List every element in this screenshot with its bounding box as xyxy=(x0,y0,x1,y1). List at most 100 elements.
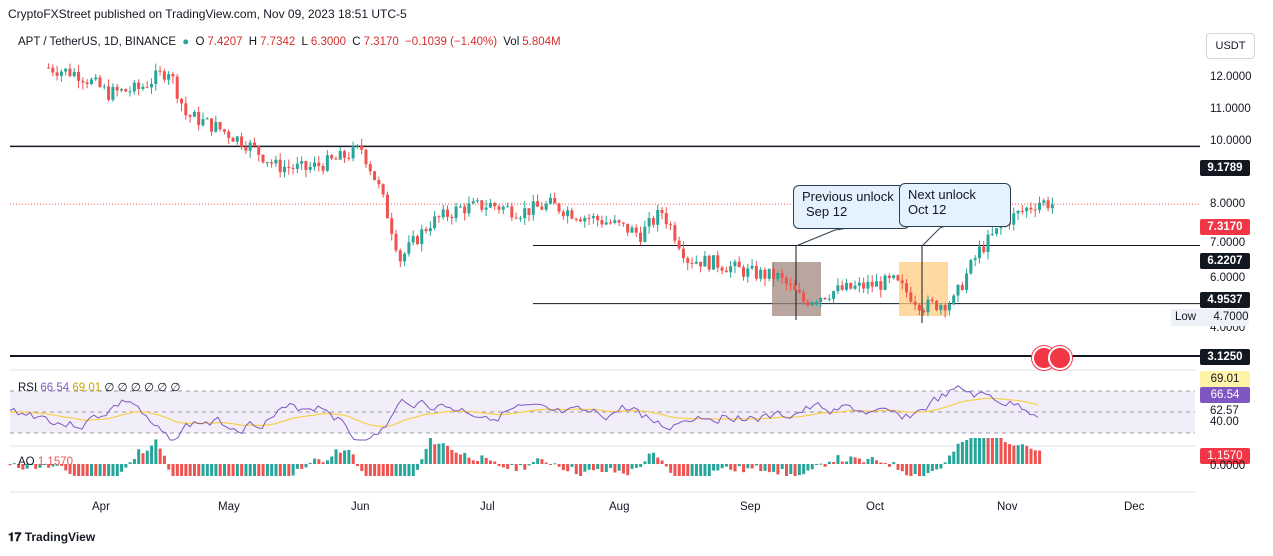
candle-body xyxy=(1050,204,1054,209)
ao-bar xyxy=(776,464,780,475)
candle-body xyxy=(145,86,149,88)
ao-bar xyxy=(128,462,132,464)
ao-bar xyxy=(707,464,711,476)
ao-bar xyxy=(699,464,703,476)
candle-body xyxy=(484,207,488,210)
ao-bar xyxy=(587,464,591,470)
candle-body xyxy=(343,151,347,158)
candle-body xyxy=(218,122,222,130)
ao-bar xyxy=(265,464,269,476)
ao-tick: 0.0000 xyxy=(1210,460,1246,472)
ao-bar xyxy=(424,448,428,464)
ao-bar xyxy=(59,464,63,466)
candle-body xyxy=(784,277,788,284)
ao-bar xyxy=(832,462,836,464)
candle-body xyxy=(321,165,325,171)
ao-bar xyxy=(561,464,565,471)
candle-body xyxy=(162,71,166,80)
ao-bar xyxy=(201,464,205,476)
rsi-value: 66.54 xyxy=(40,382,70,394)
ao-bar xyxy=(184,464,188,476)
price-tick: 7.0000 xyxy=(1210,237,1246,249)
ao-bar xyxy=(930,464,934,471)
ao-bar xyxy=(737,464,741,467)
ao-bar xyxy=(158,448,162,464)
low-marker: Low 4.7000 xyxy=(1171,309,1249,326)
ao-bar xyxy=(999,438,1003,464)
ao-bar xyxy=(360,464,364,472)
ao-bar xyxy=(205,464,209,476)
ao-bar xyxy=(986,438,990,464)
ao-bar xyxy=(1029,448,1033,464)
ao-bar xyxy=(137,449,141,464)
ao-bar xyxy=(570,464,574,467)
us-flag-icon[interactable] xyxy=(1048,346,1072,370)
ao-bar xyxy=(47,464,51,468)
candle-body xyxy=(922,310,926,313)
ao-bar xyxy=(664,464,668,467)
candle-body xyxy=(506,206,510,208)
candle-body xyxy=(188,115,192,117)
candle-body xyxy=(699,261,703,267)
ao-bar xyxy=(600,464,604,473)
candle-body xyxy=(51,67,55,73)
change-value: −0.1039 (−1.40%) xyxy=(404,36,498,48)
candle-body xyxy=(587,217,591,219)
candle-body xyxy=(913,301,917,305)
ao-bar xyxy=(965,439,969,464)
rsi-ma-tag: 69.01 xyxy=(1200,371,1250,387)
candle-body xyxy=(844,282,848,290)
month-label: Dec xyxy=(1124,501,1145,513)
ao-bar xyxy=(381,464,385,476)
candle-body xyxy=(107,86,111,100)
low-marker-label: Low xyxy=(1175,311,1197,323)
candle-body xyxy=(840,285,844,290)
candle-body xyxy=(1042,200,1046,203)
candle-body xyxy=(235,136,239,142)
tradingview-logo[interactable]: 𝟏𝟕 TradingView xyxy=(8,530,95,545)
ao-bar xyxy=(244,464,248,476)
ao-bar xyxy=(450,449,454,464)
ao-bar xyxy=(892,462,896,464)
ao-bar xyxy=(686,464,690,476)
candle-body xyxy=(291,167,295,169)
ao-bar xyxy=(85,464,89,476)
ao-bar xyxy=(355,464,359,467)
candle-body xyxy=(999,226,1003,229)
candle-body xyxy=(759,269,763,279)
candle-body xyxy=(776,272,780,280)
currency-selector[interactable]: USDT xyxy=(1206,33,1255,59)
candle-body xyxy=(304,161,308,170)
callout-previous-unlock[interactable]: Previous unlock Sep 12 xyxy=(793,185,910,229)
ao-bar xyxy=(780,464,784,469)
ao-bar xyxy=(162,455,166,464)
ao-bar xyxy=(368,464,372,476)
ao-bar xyxy=(840,461,844,464)
candle-body xyxy=(493,202,497,207)
ao-bar xyxy=(952,451,956,464)
ao-bar xyxy=(742,464,746,473)
candle-body xyxy=(647,218,651,227)
brand-name: TradingView xyxy=(24,530,96,544)
candle-body xyxy=(149,83,153,88)
ao-bar xyxy=(746,464,750,469)
ao-bar xyxy=(896,464,900,470)
candle-body xyxy=(497,206,501,210)
candle-body xyxy=(347,157,351,159)
ao-bar xyxy=(343,450,347,464)
symbol-name[interactable]: APT / TetherUS, 1D, BINANCE xyxy=(18,36,177,48)
ao-bar xyxy=(815,464,819,465)
candle-body xyxy=(231,137,235,142)
ao-bar xyxy=(613,464,617,473)
level-tag-9: 9.1789 xyxy=(1200,160,1250,176)
callout-next-unlock[interactable]: Next unlock Oct 12 xyxy=(899,183,1011,227)
ao-bar xyxy=(857,458,861,464)
ao-bar xyxy=(604,464,608,472)
ao-bar xyxy=(712,464,716,471)
candle-body xyxy=(574,218,578,220)
ao-bar xyxy=(703,464,707,476)
candle-body xyxy=(669,224,673,226)
ao-bar xyxy=(845,461,849,464)
candle-body xyxy=(351,146,355,159)
